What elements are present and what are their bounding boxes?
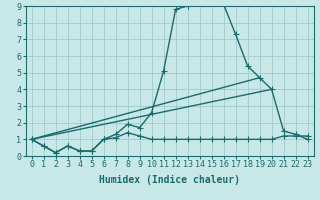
X-axis label: Humidex (Indice chaleur): Humidex (Indice chaleur) <box>99 175 240 185</box>
